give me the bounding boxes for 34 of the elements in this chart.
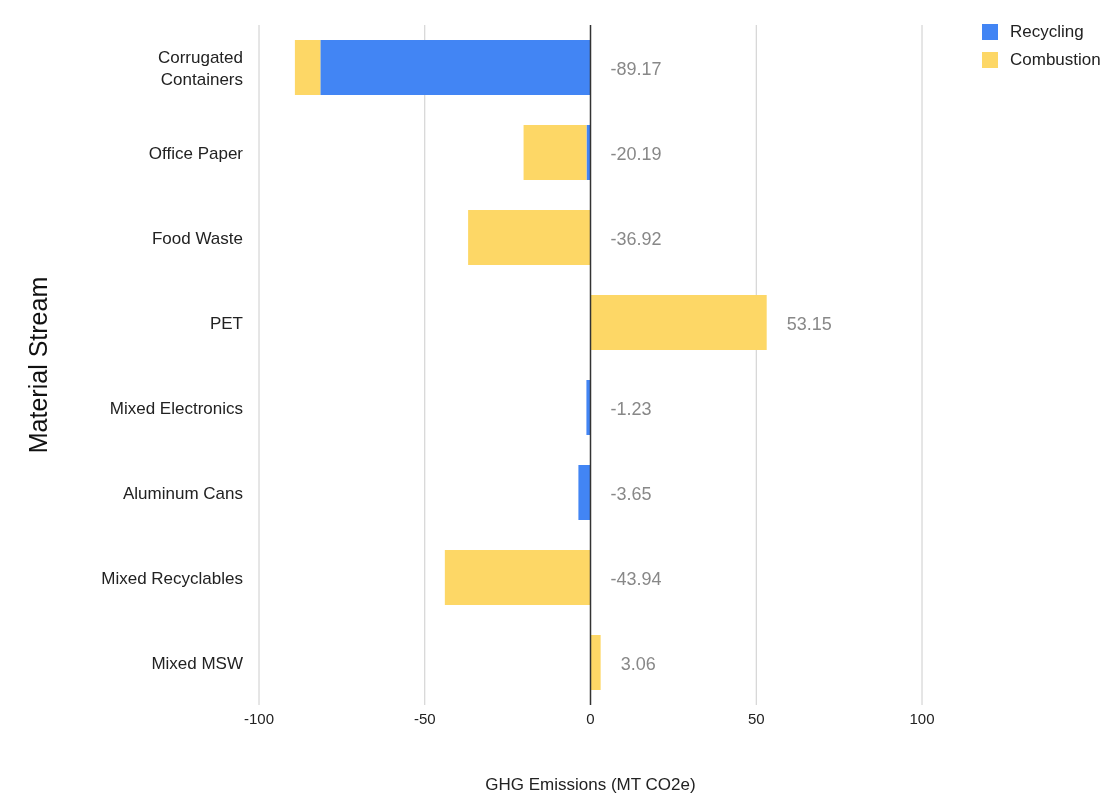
x-axis-title: GHG Emissions (MT CO2e) [485,775,696,794]
bar [468,210,591,265]
total-label: -43.94 [610,568,662,589]
bar [444,550,591,605]
bar [590,635,601,690]
bar [590,295,767,350]
y-tick-label: Corrugated Containers [157,47,243,89]
total-label: -89.17 [610,58,662,79]
x-tick-label: 100 [909,709,935,727]
total-label: -3.65 [610,483,652,504]
y-axis-title: Material Stream [23,276,52,454]
y-tick-label: Food Waste [151,228,243,248]
bar [578,465,591,520]
legend-label: Combustion [1010,50,1101,70]
bar [320,40,591,95]
total-label: -36.92 [610,228,662,249]
x-tick-label: 0 [586,709,595,727]
total-label: -1.23 [610,398,652,419]
y-tick-label: Aluminum Cans [123,483,243,503]
y-tick-label: Office Paper [148,143,244,163]
y-tick-label: PET [209,313,243,333]
total-label: -20.19 [610,143,662,164]
total-label: 53.15 [786,313,832,334]
x-tick-label: -100 [243,709,275,727]
y-tick-label: Mixed Electronics [109,398,243,418]
bar [523,125,587,180]
x-tick-label: -50 [413,709,436,727]
y-tick-label: Mixed Recyclables [101,568,243,588]
total-label: 3.06 [620,653,656,674]
y-tick-label: Mixed MSW [151,653,243,673]
bar [294,40,321,95]
legend-label: Recycling [1010,22,1084,42]
bar [586,380,591,435]
x-tick-label: 50 [747,709,765,727]
